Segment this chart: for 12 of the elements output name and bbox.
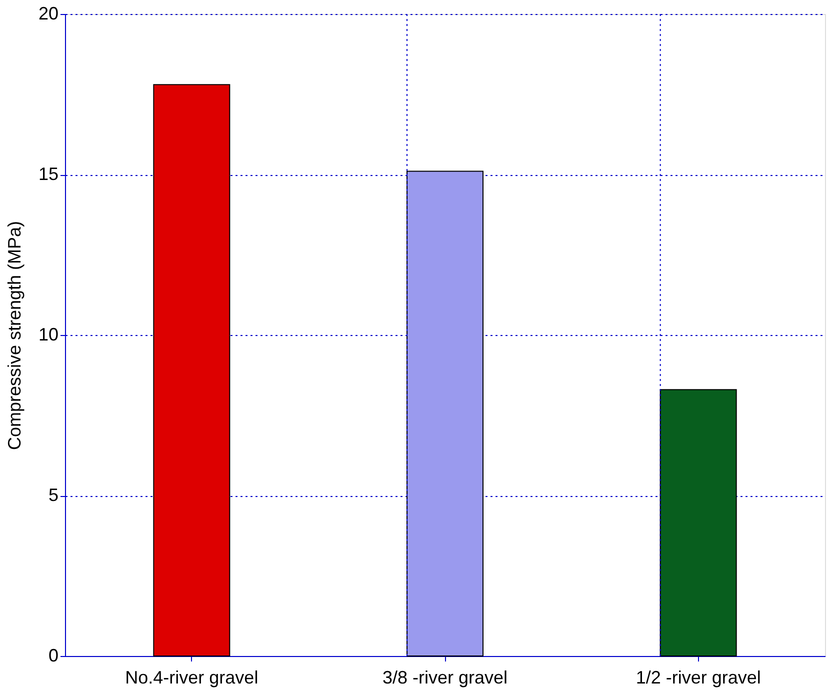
y-tick-label: 15 [38,164,58,184]
x-tick-label: 3/8 -river gravel [382,668,508,688]
y-tick-label: 20 [38,4,58,24]
bar [660,389,737,656]
x-tick-label: No.4-river gravel [125,668,258,688]
y-tick-label: 0 [48,646,58,666]
y-tick-label: 10 [38,324,58,344]
y-axis-title: Compressive strength (MPa) [4,220,24,450]
bar [153,84,230,656]
y-tick-label: 5 [48,485,58,505]
x-tick-label: 1/2 -river gravel [636,668,761,688]
bar [406,170,484,656]
